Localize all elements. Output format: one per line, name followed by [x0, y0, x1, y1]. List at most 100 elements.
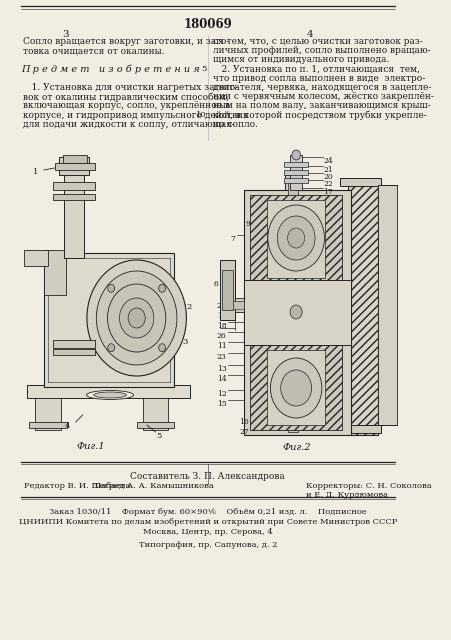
Text: 22: 22 [323, 180, 332, 188]
Bar [136, 422, 174, 428]
Circle shape [291, 150, 300, 160]
Text: 20: 20 [323, 173, 332, 181]
Text: 23: 23 [216, 353, 226, 361]
Bar [55, 163, 94, 170]
Ellipse shape [86, 390, 133, 399]
Bar [243, 280, 350, 345]
Text: 27: 27 [239, 428, 249, 436]
Text: 2: 2 [186, 303, 191, 311]
Bar [221, 298, 245, 312]
Text: 4: 4 [64, 422, 69, 430]
Text: 5: 5 [156, 432, 161, 440]
Text: 3: 3 [62, 30, 69, 39]
Bar [52, 340, 95, 348]
Bar [223, 301, 243, 309]
Bar [63, 155, 87, 163]
Bar [27, 385, 189, 398]
Text: 25: 25 [216, 302, 226, 310]
Text: ным на полом валу, заканчивающимся крыш-: ным на полом валу, заканчивающимся крыш- [212, 101, 430, 111]
Text: личных профилей, сопло выполнено вращаю-: личных профилей, сопло выполнено вращаю- [212, 46, 430, 55]
Circle shape [267, 205, 324, 271]
Text: Составитель З. П. Александрова: Составитель З. П. Александрова [130, 472, 285, 481]
Bar [219, 260, 235, 320]
Bar [29, 422, 67, 428]
Text: П р е д м е т   и з о б р е т е н и я: П р е д м е т и з о б р е т е н и я [22, 65, 200, 74]
Bar [24, 250, 48, 266]
Text: 4: 4 [306, 30, 313, 39]
Text: кой, в которой посредством трубки укрепле-: кой, в которой посредством трубки укрепл… [212, 111, 426, 120]
Circle shape [107, 284, 115, 292]
Bar [60, 157, 89, 175]
Text: что привод сопла выполнен в виде  электро-: что привод сопла выполнен в виде электро… [212, 74, 424, 83]
Text: 10: 10 [216, 312, 226, 320]
Bar [284, 162, 308, 167]
Circle shape [158, 284, 165, 292]
Bar [348, 180, 377, 435]
Circle shape [280, 370, 311, 406]
Text: и Е. Д. Курдюмова: и Е. Д. Курдюмова [305, 491, 387, 499]
Ellipse shape [93, 392, 126, 398]
Bar [44, 250, 66, 295]
Bar [44, 253, 174, 387]
Bar [287, 178, 297, 432]
Text: ЦНИИПИ Комитета по делам изобретений и открытий при Совете Министров СССР: ЦНИИПИ Комитета по делам изобретений и о… [18, 518, 396, 526]
Circle shape [96, 271, 177, 365]
Bar [284, 170, 308, 175]
Text: нии с червячным колесом, жёстко закреплён-: нии с червячным колесом, жёстко закреплё… [212, 92, 433, 101]
Text: вок от окалины гидравлическим способом,: вок от окалины гидравлическим способом, [23, 92, 229, 102]
Bar [267, 200, 325, 278]
Text: 10: 10 [196, 111, 207, 118]
Circle shape [87, 260, 186, 376]
Text: 5: 5 [201, 65, 207, 72]
Text: 2. Установка по п. 1, отличающаяся  тем,: 2. Установка по п. 1, отличающаяся тем, [212, 65, 419, 74]
Bar [52, 349, 95, 355]
Bar [64, 165, 84, 258]
Text: 24: 24 [323, 157, 332, 165]
Circle shape [119, 298, 153, 338]
Text: Корректоры: С. Н. Соколова: Корректоры: С. Н. Соколова [305, 482, 430, 490]
Text: 7: 7 [230, 235, 235, 243]
Bar [267, 350, 325, 425]
Text: 26: 26 [216, 332, 226, 340]
Text: 6: 6 [213, 280, 218, 288]
Bar [243, 190, 350, 435]
Text: Типография, пр. Сапунова, д. 2: Типография, пр. Сапунова, д. 2 [138, 541, 276, 549]
Text: корпусе, и гидропривод импульсного действия: корпусе, и гидропривод импульсного дейст… [23, 111, 249, 120]
Text: 9: 9 [245, 220, 250, 228]
Circle shape [107, 344, 115, 352]
Text: 12: 12 [216, 390, 226, 398]
Text: товка очищается от окалины.: товка очищается от окалины. [23, 46, 165, 55]
Text: ся тем, что, с целью очистки заготовок раз-: ся тем, что, с целью очистки заготовок р… [212, 37, 422, 46]
Text: Фиг.1: Фиг.1 [77, 442, 105, 451]
Text: 1. Установка для очистки нагретых загото-: 1. Установка для очистки нагретых загото… [23, 83, 238, 92]
Bar [339, 425, 380, 433]
Text: Заказ 1030/11    Формат бум. 60×90⅙    Объём 0,21 изд. л.    Подписное: Заказ 1030/11 Формат бум. 60×90⅙ Объём 0… [49, 508, 366, 516]
Circle shape [158, 344, 165, 352]
Circle shape [290, 305, 301, 319]
Bar [35, 398, 61, 430]
Bar [377, 185, 396, 425]
Text: Москва, Центр, пр. Серова, 4: Москва, Центр, пр. Серова, 4 [143, 528, 272, 536]
Text: 3: 3 [182, 338, 187, 346]
Text: Редактор В. И. Шабаева: Редактор В. И. Шабаева [24, 482, 130, 490]
Text: 15: 15 [216, 400, 226, 408]
Text: Фиг.2: Фиг.2 [282, 443, 311, 452]
Bar [249, 345, 342, 430]
Text: 11: 11 [216, 342, 226, 350]
Text: для подачи жидкости к соплу, отличающая-: для подачи жидкости к соплу, отличающая- [23, 120, 235, 129]
Bar [285, 175, 300, 435]
Text: 17: 17 [323, 188, 332, 196]
Text: 21: 21 [323, 166, 332, 174]
Circle shape [270, 358, 321, 418]
Circle shape [287, 228, 304, 248]
Circle shape [128, 308, 145, 328]
Text: включающая корпус, сопло, укреплённое в: включающая корпус, сопло, укреплённое в [23, 101, 230, 111]
Text: щимся от индивидуального привода.: щимся от индивидуального привода. [212, 56, 388, 65]
Text: 8: 8 [256, 208, 260, 216]
Text: 14: 14 [216, 375, 226, 383]
Bar [222, 270, 232, 310]
Bar [339, 178, 380, 186]
Text: но сопло.: но сопло. [212, 120, 258, 129]
Bar [52, 182, 95, 190]
Bar [52, 194, 95, 200]
